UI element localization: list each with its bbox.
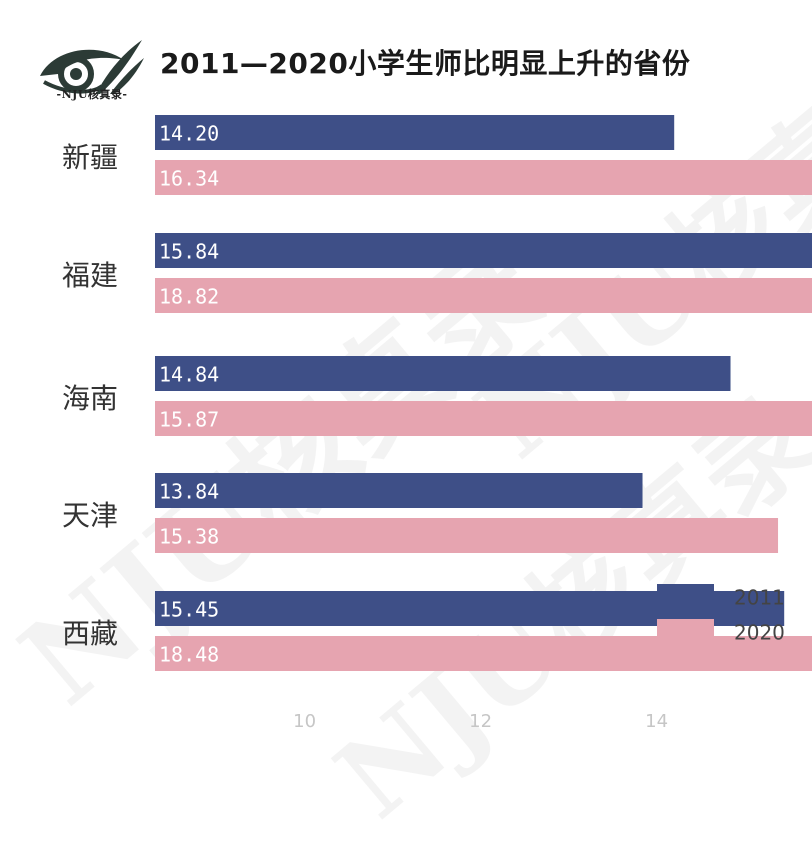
category-label: 海南 xyxy=(62,382,118,415)
category-label: 天津 xyxy=(62,499,118,532)
bar-value-label: 13.84 xyxy=(159,480,219,504)
bar-2020 xyxy=(155,401,812,436)
x-tick-label: 14 xyxy=(645,711,668,732)
category-label: 福建 xyxy=(62,259,118,292)
brand-logo-text: -NJU核真录- xyxy=(56,88,128,101)
bar-value-label: 18.82 xyxy=(159,285,219,309)
bar-2011 xyxy=(155,233,812,268)
bar-value-label: 15.84 xyxy=(159,240,219,264)
chart-canvas: NJU核真录 NJU核真录 NJU核真录 -NJU核真录- 2011—2020小… xyxy=(0,12,812,843)
legend-label: 2020 xyxy=(734,621,785,645)
chart-title: 2011—2020小学生师比明显上升的省份 xyxy=(160,47,691,80)
bar-value-label: 14.84 xyxy=(159,363,219,387)
legend-swatch xyxy=(657,584,714,611)
bar-value-label: 16.34 xyxy=(159,167,219,191)
brand-logo-icon xyxy=(40,40,144,94)
bar-value-label: 15.87 xyxy=(159,408,219,432)
x-tick-label: 10 xyxy=(293,711,316,732)
bar-2020 xyxy=(155,278,812,313)
category-label: 新疆 xyxy=(62,141,118,174)
bar-value-label: 14.20 xyxy=(159,122,219,146)
category-label: 西藏 xyxy=(62,617,118,650)
bar-value-label: 15.45 xyxy=(159,598,219,622)
bar-2011 xyxy=(155,115,675,150)
legend-label: 2011 xyxy=(734,586,785,610)
bar-value-label: 18.48 xyxy=(159,643,219,667)
bar-value-label: 15.38 xyxy=(159,525,219,549)
legend-swatch xyxy=(657,619,714,646)
bar-plot: 新疆 14.20 16.34 福建 15.84 18.82 海南 14.84 15.87 天津 13… xyxy=(62,115,812,732)
bar-2020 xyxy=(155,518,779,553)
x-tick-label: 12 xyxy=(469,711,492,732)
bar-2011 xyxy=(155,473,643,508)
bar-2020 xyxy=(155,160,812,195)
bar-2011 xyxy=(155,356,731,391)
